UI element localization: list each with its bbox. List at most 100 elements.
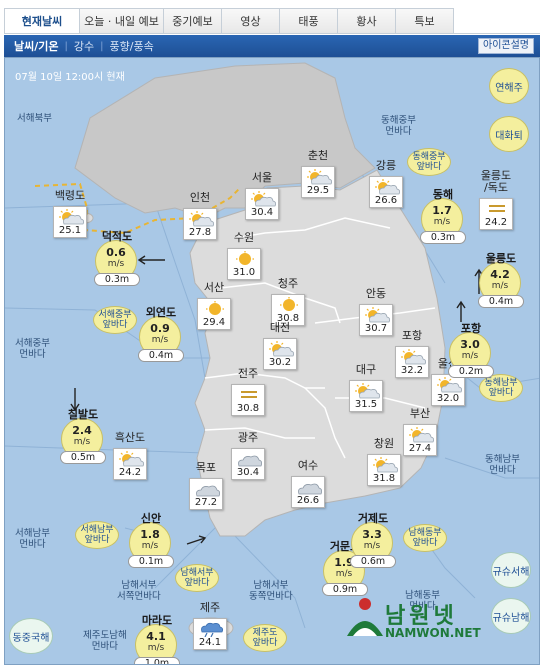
wave-station[interactable]: 마라도 4.1 m/s 1.0m	[134, 614, 180, 664]
sea-zone-badge[interactable]: 서해중부 앞바다	[93, 306, 137, 334]
wave-station[interactable]: 신안 1.8 m/s 0.1m	[128, 512, 174, 568]
sea-area-label: 서해북부	[17, 113, 52, 124]
wave-station[interactable]: 칠발도 2.4 m/s 0.5m	[60, 408, 106, 464]
city-name: 울릉도 /독도	[480, 169, 512, 194]
wave-station-name: 거제도	[357, 512, 389, 525]
city-name: 부산	[409, 407, 431, 420]
city-name: 대전	[269, 321, 291, 334]
city-temperature: 29.4	[202, 317, 226, 328]
wave-station-name: 외연도	[145, 306, 177, 319]
city-name: 수원	[233, 231, 255, 244]
wind-speed: 3.3	[362, 528, 382, 541]
tab-yellow-dust[interactable]: 황사	[338, 8, 396, 34]
wave-station[interactable]: 포항 3.0 m/s 0.2m	[448, 322, 494, 378]
city-weather-box[interactable]: 26.6	[291, 476, 325, 508]
city-weather-box[interactable]: 31.8	[367, 454, 401, 486]
icon-help-button[interactable]: 아이콘설명	[478, 38, 534, 54]
wind-arrow	[70, 388, 80, 412]
city-name: 목포	[195, 461, 217, 474]
city-weather-box[interactable]: 29.5	[301, 166, 335, 198]
city-weather-box[interactable]: 30.8	[271, 294, 305, 326]
city-weather-box[interactable]: 24.2	[479, 198, 513, 230]
sea-area-button[interactable]: 규슈서해	[491, 552, 531, 588]
city-weather-box[interactable]: 30.4	[231, 448, 265, 480]
city-name: 백령도	[54, 189, 86, 202]
sea-area-button[interactable]: 규슈남해	[491, 598, 531, 634]
wind-speed: 2.4	[72, 424, 92, 437]
city-weather-box[interactable]: 27.8	[183, 208, 217, 240]
wave-station[interactable]: 덕적도 0.6 m/s 0.3m	[94, 230, 140, 286]
city-weather-box[interactable]: 29.4	[197, 298, 231, 330]
tab-video[interactable]: 영상	[222, 8, 280, 34]
city-weather-box[interactable]: 32.0	[431, 374, 465, 406]
namwon-logo: 남원넷 NAMWON.NET	[345, 596, 505, 646]
cloudy-icon	[238, 455, 262, 467]
partly-cloudy-icon	[355, 383, 380, 399]
wave-height: 0.3m	[94, 273, 140, 286]
tab-warning[interactable]: 특보	[396, 8, 454, 34]
sea-line	[5, 445, 206, 454]
tab-typhoon[interactable]: 태풍	[280, 8, 338, 34]
partly-cloudy-icon	[409, 427, 434, 443]
sea-area-button[interactable]: 대화퇴	[489, 116, 529, 152]
wave-station-name: 덕적도	[101, 230, 133, 243]
city-name: 흑산도	[114, 431, 146, 444]
sea-zone-badge[interactable]: 동해중부 앞바다	[407, 148, 451, 176]
city-temperature: 31.0	[232, 267, 256, 278]
city-weather-box[interactable]: 30.4	[245, 188, 279, 220]
sea-area-button[interactable]: 연해주	[489, 68, 529, 104]
sub-wind[interactable]: 풍향/풍속	[109, 40, 154, 53]
sea-line	[5, 307, 210, 359]
wave-height: 0.5m	[60, 451, 106, 464]
wave-station[interactable]: 외연도 0.9 m/s 0.4m	[138, 306, 184, 362]
city-weather-box[interactable]: 32.2	[395, 346, 429, 378]
sea-zone-badge[interactable]: 동해남부 앞바다	[479, 374, 523, 402]
city-name: 안동	[365, 287, 387, 300]
city-weather-box[interactable]: 27.2	[189, 478, 223, 510]
wave-station[interactable]: 거제도 3.3 m/s 0.6m	[350, 512, 396, 568]
wave-height: 0.1m	[128, 555, 174, 568]
wind-unit: m/s	[461, 351, 479, 361]
tab-midterm[interactable]: 중기예보	[164, 8, 222, 34]
partly-cloudy-icon	[59, 209, 84, 225]
wind-speed: 0.6	[106, 246, 126, 259]
city-weather-box[interactable]: 24.2	[113, 448, 147, 480]
city-temperature: 30.7	[364, 323, 388, 334]
city-weather-box[interactable]: 30.2	[263, 338, 297, 370]
city-weather-box[interactable]: 25.1	[53, 206, 87, 238]
city-weather-box[interactable]: 26.6	[369, 176, 403, 208]
tab-current-weather[interactable]: 현재날씨	[4, 8, 80, 34]
partly-cloudy-icon	[307, 169, 332, 185]
partly-cloudy-icon	[373, 457, 398, 473]
north-korea-landmass	[74, 62, 376, 219]
wave-station[interactable]: 동해 1.7 m/s 0.3m	[420, 188, 466, 244]
sea-zone-badge[interactable]: 제주도 앞바다	[243, 624, 287, 652]
partly-cloudy-icon	[365, 307, 390, 323]
sub-precipitation[interactable]: 강수	[73, 40, 95, 53]
city-name: 제주	[199, 601, 221, 614]
wave-station[interactable]: 울릉도 4.2 m/s 0.4m	[478, 252, 524, 308]
sea-zone-badge[interactable]: 남해서부 앞바다	[175, 564, 219, 592]
city-weather-box[interactable]: 30.7	[359, 304, 393, 336]
logo-mark	[347, 598, 383, 636]
sea-zone-badge[interactable]: 서해남부 앞바다	[75, 521, 119, 549]
city-weather-box[interactable]: 31.0	[227, 248, 261, 280]
sea-area-label: 남해동부 먼바다	[405, 590, 440, 612]
wave-height: 0.9m	[322, 583, 368, 596]
city-weather-box[interactable]: 31.5	[349, 380, 383, 412]
wave-station-name: 동해	[432, 188, 454, 201]
logo-url: NAMWON.NET	[385, 626, 481, 640]
city-temperature: 25.1	[58, 225, 82, 236]
sub-weather-temp[interactable]: 날씨/기온	[14, 40, 59, 53]
sea-area-label: 동해남부 먼바다	[485, 454, 520, 476]
sea-zone-badge[interactable]: 남해동부 앞바다	[403, 524, 447, 552]
city-weather-box[interactable]: 24.1	[193, 618, 227, 650]
sea-area-button[interactable]: 동중국해	[9, 618, 53, 654]
city-temperature: 30.2	[268, 357, 292, 368]
tab-today-tomorrow[interactable]: 오늘 · 내일 예보	[80, 8, 164, 34]
city-name: 강릉	[375, 159, 397, 172]
city-weather-box[interactable]: 30.8	[231, 384, 265, 416]
wind-speed: 1.8	[140, 528, 160, 541]
city-weather-box[interactable]: 27.4	[403, 424, 437, 456]
